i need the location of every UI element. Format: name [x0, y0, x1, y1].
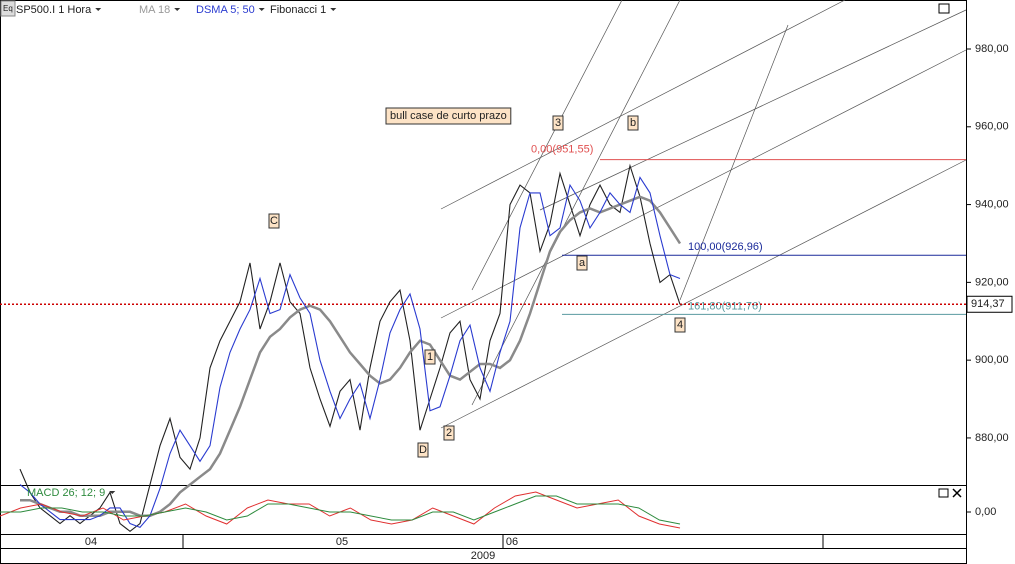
year-label: 2009	[471, 550, 495, 562]
last-price-label: 914,37	[971, 298, 1005, 310]
series-line	[20, 195, 682, 517]
wave-label-box	[443, 425, 455, 441]
dropdown-arrow[interactable]	[330, 8, 337, 11]
annotation-text: bull case de curto prazo	[390, 110, 507, 122]
channel-lines	[440, 0, 967, 429]
wave-label: 1	[427, 351, 433, 363]
y-tick-label: 940,00	[975, 198, 1009, 210]
last-price-box	[966, 295, 1013, 313]
y-tick-label: 0,00	[975, 506, 996, 518]
maximize-button[interactable]	[938, 3, 950, 14]
legend-entry[interactable]: MA 18	[139, 4, 170, 16]
maximize-button[interactable]	[938, 488, 949, 498]
legend-entry[interactable]: DSMA 5; 50	[196, 4, 255, 16]
legend-entry[interactable]: SP500.I 1 Hora	[16, 4, 92, 16]
wave-label: a	[579, 257, 586, 269]
x-tick-label: 04	[85, 536, 97, 548]
wave-label-box	[424, 349, 436, 365]
y-tick-label: 960,00	[975, 121, 1009, 133]
icon-label: Eq	[3, 4, 13, 13]
wave-label: 4	[677, 319, 683, 331]
wave-label: C	[270, 215, 278, 227]
series-line	[19, 163, 681, 532]
wave-label-box	[417, 442, 429, 458]
wave-label-box	[268, 213, 280, 229]
y-tick-label: 880,00	[975, 432, 1009, 444]
annotation-box	[385, 107, 512, 125]
x-tick-label: 05	[336, 536, 348, 548]
symbol-icon[interactable]	[0, 0, 16, 17]
wave-label-box	[627, 115, 639, 131]
y-tick-label: 900,00	[975, 354, 1009, 366]
series-line	[19, 176, 681, 529]
y-tick-label: 980,00	[975, 43, 1009, 55]
fib-label: 100,00(926,96)	[688, 241, 763, 253]
fib-label: 161,80(911,76)	[688, 300, 762, 312]
macd-title: MACD 26; 12; 9	[27, 487, 105, 499]
wave-label-box	[674, 317, 686, 333]
legend-entry[interactable]: Fibonacci 1	[270, 4, 326, 16]
wave-label-box	[552, 115, 564, 131]
x-tick-label: 06	[506, 536, 518, 548]
dropdown-arrow[interactable]	[109, 491, 116, 494]
y-tick-label: 920,00	[975, 276, 1009, 288]
dropdown-arrow[interactable]	[95, 8, 102, 11]
wave-label: D	[419, 444, 427, 456]
dropdown-arrow[interactable]	[258, 8, 265, 11]
close-button[interactable]	[952, 488, 962, 498]
wave-label: b	[630, 117, 636, 129]
fib-label: 0,00(951,55)	[531, 144, 593, 156]
dropdown-arrow[interactable]	[174, 8, 181, 11]
wave-label-box	[576, 255, 588, 271]
wave-label: 3	[555, 117, 561, 129]
wave-label: 2	[446, 427, 452, 439]
macd-line	[0, 495, 681, 525]
